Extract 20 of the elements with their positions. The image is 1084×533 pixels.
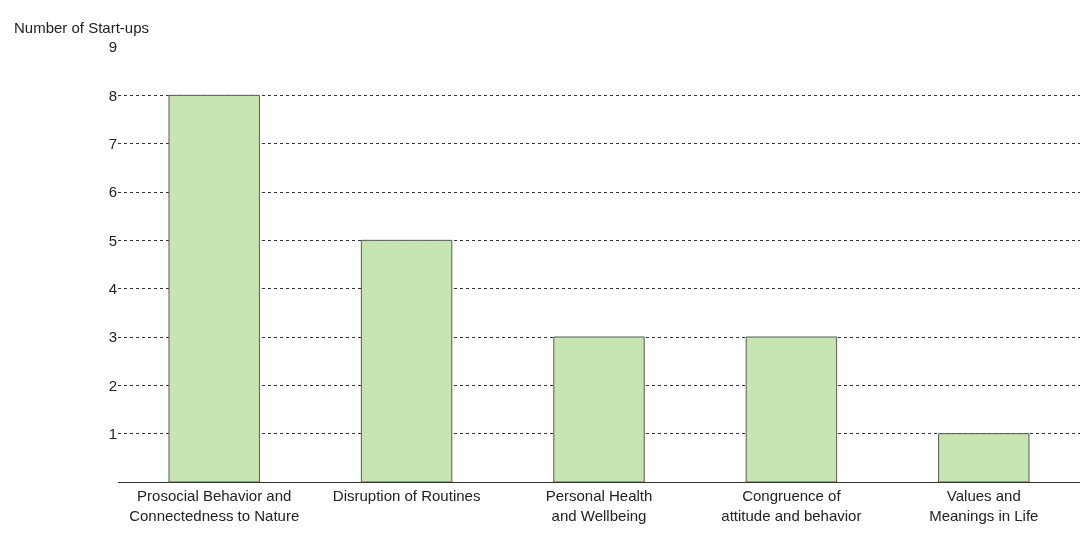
bar	[168, 94, 260, 482]
y-tick-label: 6	[108, 183, 117, 201]
bar	[553, 336, 645, 482]
bar	[360, 239, 453, 482]
y-tick-label: 4	[108, 279, 117, 297]
y-tick-label: 9	[108, 38, 117, 56]
x-tick-label: Values and Meanings in Life	[929, 487, 1039, 524]
y-tick-label: 1	[108, 424, 117, 442]
bar	[938, 433, 1030, 482]
x-tick-label: Personal Health and Wellbeing	[545, 487, 653, 524]
y-tick-label: 3	[108, 328, 117, 346]
y-tick-label: 5	[108, 231, 117, 249]
y-tick-label: 8	[108, 86, 117, 104]
y-tick-label: 2	[108, 376, 117, 394]
x-tick-label: Prosocial Behavior and Connectedness to Nature	[129, 487, 300, 524]
y-axis-title: Number of Start-ups	[14, 19, 150, 36]
x-tick-label: Disruption of Routines	[332, 487, 481, 504]
x-tick-label: Congruence of attitude and behavior	[721, 487, 862, 524]
bar	[745, 336, 838, 482]
y-tick-label: 7	[108, 134, 117, 152]
